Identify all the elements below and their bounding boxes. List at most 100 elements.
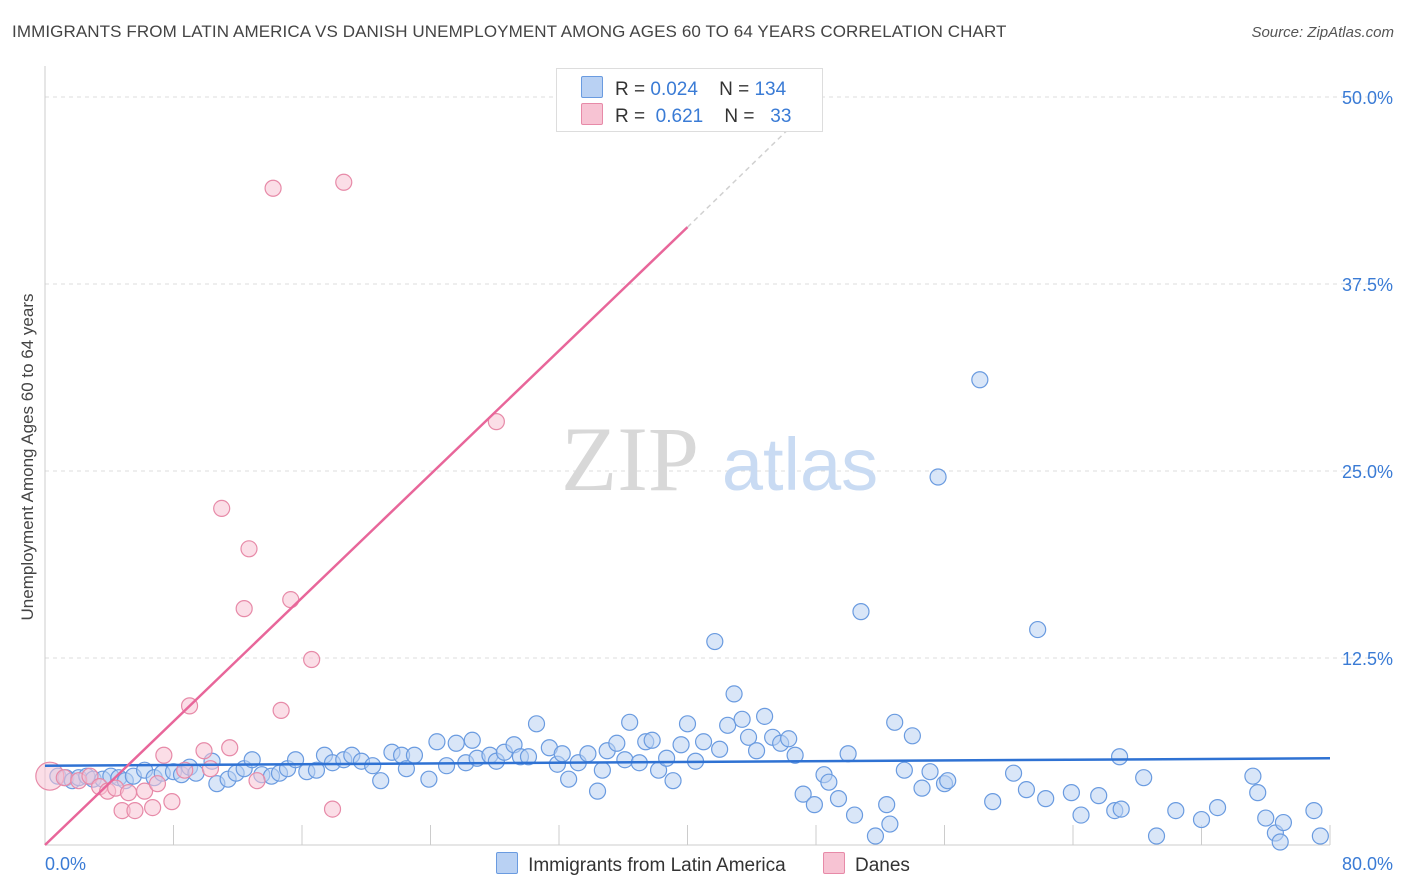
data-point-danes — [195, 742, 213, 760]
series-legend: Immigrants from Latin America Danes — [0, 852, 1406, 877]
legend-row-pink: R = 0.621 N = 33 — [581, 103, 791, 127]
data-point-immigrants — [706, 632, 724, 651]
data-point-immigrants — [1072, 806, 1090, 824]
trend-line-immigrants — [44, 756, 1331, 767]
legend-item-danes: Danes — [823, 852, 910, 877]
data-point-immigrants — [1167, 801, 1185, 820]
trend-line-danes — [44, 226, 689, 846]
data-point-immigrants — [881, 815, 899, 833]
data-point-immigrants — [364, 757, 382, 775]
data-point-immigrants — [794, 785, 812, 803]
data-point-immigrants — [553, 745, 571, 763]
data-point-danes — [248, 772, 266, 790]
data-point-immigrants — [643, 731, 661, 749]
data-point-immigrants — [719, 716, 737, 734]
data-point-immigrants — [1244, 767, 1262, 785]
data-point-danes — [176, 761, 194, 779]
data-point-immigrants — [805, 796, 823, 814]
data-point-immigrants — [1147, 827, 1166, 845]
trend-line-danes-extension — [686, 117, 801, 228]
data-point-danes — [201, 760, 220, 778]
x-tick-label: 0.0% — [45, 854, 86, 874]
source-credit: Source: ZipAtlas.com — [1251, 24, 1394, 41]
y-tick-label: 37.5% — [1342, 275, 1393, 295]
data-point-immigrants — [786, 746, 804, 764]
legend-n-value: 33 — [770, 106, 792, 127]
data-point-immigrants — [405, 746, 424, 764]
y-tick-label: 50.0% — [1342, 88, 1393, 108]
data-point-immigrants — [733, 710, 751, 728]
data-point-danes — [272, 701, 290, 719]
data-point-immigrants — [1017, 781, 1036, 799]
data-point-immigrants — [1004, 764, 1023, 782]
data-point-immigrants — [664, 772, 682, 790]
legend-swatch-blue — [581, 76, 603, 98]
data-point-immigrants — [608, 734, 626, 752]
data-point-immigrants — [579, 745, 597, 763]
data-point-immigrants — [658, 749, 676, 767]
data-point-immigrants — [1090, 787, 1108, 805]
data-point-immigrants — [1029, 620, 1047, 639]
data-point-immigrants — [678, 715, 697, 733]
data-point-immigrants — [829, 790, 848, 808]
data-point-danes — [335, 173, 353, 191]
data-point-immigrants — [593, 761, 611, 779]
legend-label-immigrants: Immigrants from Latin America — [528, 855, 786, 876]
data-point-immigrants — [694, 733, 713, 751]
y-tick-label: 25.0% — [1342, 462, 1393, 482]
data-point-immigrants — [1110, 748, 1129, 766]
data-point-immigrants — [1249, 784, 1267, 802]
data-point-danes — [264, 179, 282, 197]
series-pink-points — [35, 173, 505, 820]
legend-r-value: 0.621 — [655, 106, 704, 127]
data-point-immigrants — [839, 745, 857, 763]
data-point-immigrants — [1274, 813, 1293, 832]
data-point-immigrants — [1271, 833, 1289, 851]
data-point-danes — [144, 798, 162, 817]
stats-legend: R = 0.024 N = 134 R = 0.621 N = 33 — [556, 68, 823, 132]
legend-row-blue: R = 0.024 N = 134 — [581, 76, 786, 100]
legend-swatch-blue — [496, 852, 519, 874]
data-point-danes — [163, 793, 181, 811]
data-point-immigrants — [1062, 784, 1080, 802]
data-point-immigrants — [725, 685, 743, 703]
axes — [44, 66, 1331, 846]
legend-swatch-pink — [823, 852, 845, 874]
series-blue-points — [49, 371, 1329, 851]
data-point-immigrants — [616, 751, 634, 769]
y-tick-label: 12.5% — [1342, 649, 1393, 669]
data-point-immigrants — [372, 772, 390, 790]
data-point-danes — [213, 499, 231, 517]
data-point-immigrants — [621, 713, 639, 731]
data-point-immigrants — [1305, 801, 1323, 820]
data-point-immigrants — [929, 468, 947, 486]
data-point-immigrants — [939, 772, 957, 790]
data-point-immigrants — [852, 603, 870, 621]
data-point-immigrants — [747, 742, 766, 760]
data-point-immigrants — [1257, 809, 1275, 827]
data-point-immigrants — [560, 770, 578, 788]
data-point-immigrants — [895, 761, 913, 779]
trend-lines — [44, 117, 1331, 846]
data-point-immigrants — [878, 796, 896, 814]
data-point-immigrants — [437, 757, 456, 775]
data-point-immigrants — [903, 727, 921, 745]
data-point-immigrants — [1112, 800, 1130, 818]
data-point-immigrants — [447, 734, 465, 752]
data-point-immigrants — [845, 806, 864, 824]
legend-r-label: R = — [615, 106, 646, 127]
data-point-danes — [487, 413, 505, 431]
data-point-danes — [148, 775, 167, 793]
data-point-immigrants — [1208, 798, 1227, 817]
watermark-zip: ZIP — [561, 408, 699, 510]
legend-item-immigrants: Immigrants from Latin America — [496, 852, 786, 877]
data-point-danes — [221, 739, 239, 757]
data-point-immigrants — [886, 713, 904, 731]
data-point-immigrants — [1135, 769, 1153, 787]
data-point-danes — [119, 784, 138, 802]
data-point-immigrants — [780, 730, 798, 748]
watermark: ZIP atlas — [561, 408, 878, 510]
data-point-immigrants — [984, 793, 1002, 811]
chart-title: IMMIGRANTS FROM LATIN AMERICA VS DANISH … — [12, 22, 1007, 41]
